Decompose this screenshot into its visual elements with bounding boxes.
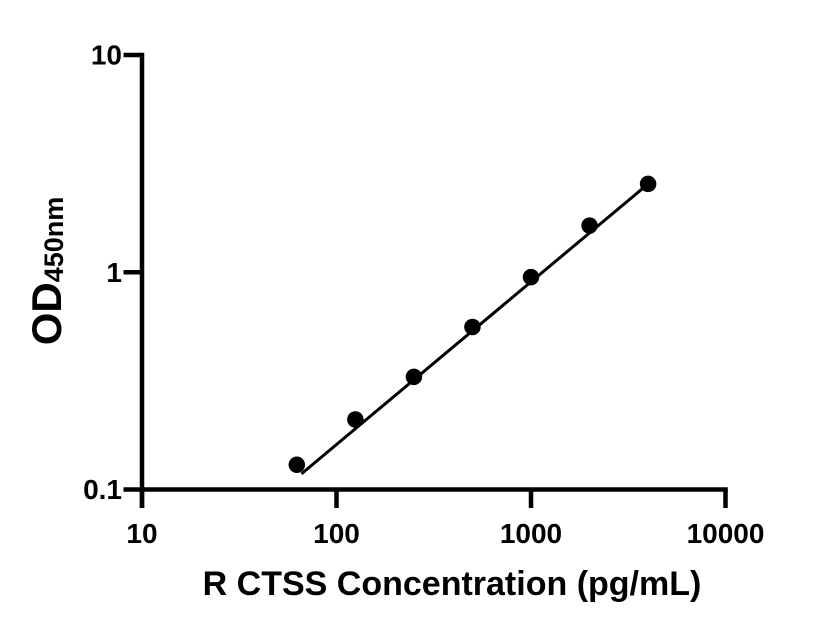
x-tick-label: 10: [126, 518, 157, 549]
y-tick-label: 10: [91, 40, 122, 71]
y-axis-title-main: OD: [23, 282, 70, 346]
data-point: [347, 411, 364, 428]
x-axis-title: R CTSS Concentration (pg/mL): [202, 565, 702, 603]
data-point: [288, 456, 306, 473]
data-point: [639, 175, 657, 193]
x-tick-label: 100: [313, 518, 360, 549]
data-point: [581, 217, 598, 234]
data-point: [405, 368, 423, 386]
x-tick-label: 1000: [500, 518, 562, 549]
y-axis-title-subscript: 450nm: [39, 196, 69, 283]
x-tick-label: 10000: [687, 518, 765, 549]
y-tick-label: 1: [106, 257, 122, 288]
y-axis-title: OD450nm: [23, 196, 70, 346]
data-point: [522, 268, 540, 286]
data-point: [464, 318, 481, 336]
y-tick-label: 0.1: [83, 474, 122, 505]
